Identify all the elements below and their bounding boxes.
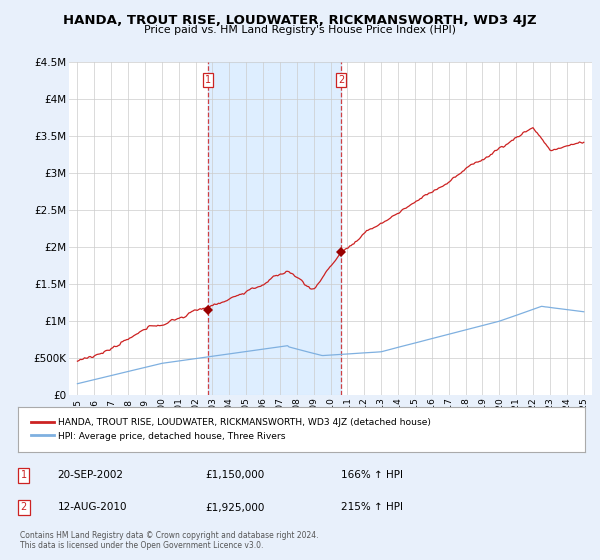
Text: HANDA, TROUT RISE, LOUDWATER, RICKMANSWORTH, WD3 4JZ: HANDA, TROUT RISE, LOUDWATER, RICKMANSWO… [63,14,537,27]
Bar [208,62,341,395]
Text: 1: 1 [205,75,211,85]
Text: Contains HM Land Registry data © Crown copyright and database right 2024.
This d: Contains HM Land Registry data © Crown c… [20,531,319,550]
Text: £1,925,000: £1,925,000 [205,502,265,512]
Text: Price paid vs. HM Land Registry's House Price Index (HPI): Price paid vs. HM Land Registry's House … [144,25,456,35]
Text: 1: 1 [20,470,27,480]
Text: £1,150,000: £1,150,000 [205,470,265,480]
Text: 166% ↑ HPI: 166% ↑ HPI [341,470,403,480]
Legend: HANDA, TROUT RISE, LOUDWATER, RICKMANSWORTH, WD3 4JZ (detached house), HPI: Aver: HANDA, TROUT RISE, LOUDWATER, RICKMANSWO… [27,415,435,444]
Text: 2: 2 [338,75,344,85]
Text: 20-SEP-2002: 20-SEP-2002 [58,470,124,480]
Text: 12-AUG-2010: 12-AUG-2010 [58,502,127,512]
Text: 215% ↑ HPI: 215% ↑ HPI [341,502,403,512]
Text: 2: 2 [20,502,27,512]
